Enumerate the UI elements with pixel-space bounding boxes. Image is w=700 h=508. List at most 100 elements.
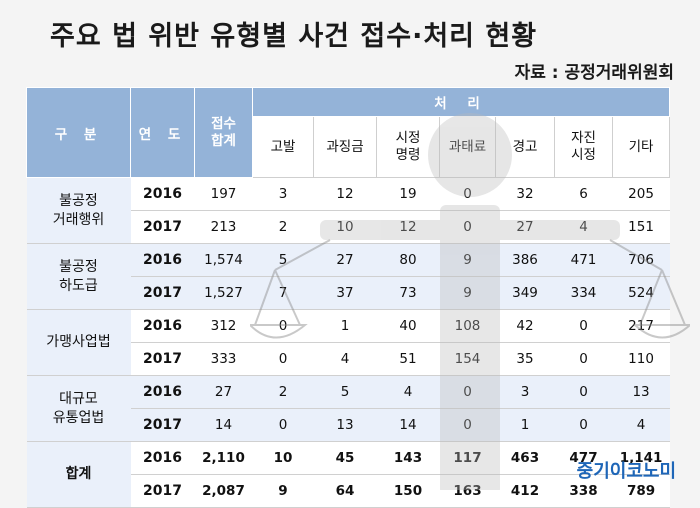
value-cell: 477 [554, 441, 613, 475]
table-row: 2017 14 0 13 14 0 1 0 4 [27, 408, 670, 442]
value-cell: 2 [252, 375, 314, 409]
table-row: 대규모 유통업법 2016 27 2 5 4 0 3 0 13 [26, 375, 670, 442]
value-cell: 27 [495, 210, 555, 244]
table-row: 2017 213 2 10 12 0 27 4 151 [27, 210, 670, 244]
value-cell: 0 [439, 408, 496, 442]
received-cell: 312 [194, 309, 253, 343]
value-cell: 9 [439, 243, 496, 277]
header-processing: 처 리 [251, 87, 671, 117]
value-cell: 0 [554, 408, 613, 442]
value-cell: 412 [495, 474, 555, 508]
category-cell: 불공정 하도급 [26, 243, 131, 310]
value-cell: 150 [376, 474, 440, 508]
page-title: 주요 법 위반 유형별 사건 접수·처리 현황 [50, 21, 538, 52]
value-cell: 12 [376, 210, 440, 244]
value-cell: 3 [495, 375, 555, 409]
value-cell: 2 [252, 210, 314, 244]
value-cell: 463 [495, 441, 555, 475]
value-cell: 40 [376, 309, 440, 343]
data-table: 구 분 연 도 접수 합계 처 리 고발 과징금 시정 명령 과태료 경고 자진 시정 기타… [26, 87, 671, 508]
value-cell: 4 [554, 210, 613, 244]
value-cell: 217 [612, 309, 670, 343]
value-cell: 13 [612, 375, 670, 409]
category-cell: 대규모 유통업법 [26, 375, 131, 442]
year-cell: 2016 [130, 441, 195, 475]
value-cell: 0 [439, 375, 496, 409]
header-category: 구 분 [26, 87, 131, 178]
value-cell: 64 [313, 474, 377, 508]
value-cell: 205 [612, 177, 670, 211]
value-cell: 45 [313, 441, 377, 475]
header-sub-5: 자진 시정 [554, 116, 613, 178]
year-cell: 2016 [130, 309, 195, 343]
value-cell: 5 [252, 243, 314, 277]
header-sub-4: 경고 [495, 116, 555, 178]
received-cell: 1,574 [194, 243, 253, 277]
value-cell: 0 [554, 375, 613, 409]
received-cell: 2,087 [194, 474, 253, 508]
value-cell: 80 [376, 243, 440, 277]
value-cell: 19 [376, 177, 440, 211]
value-cell: 110 [612, 342, 670, 376]
value-cell: 471 [554, 243, 613, 277]
year-cell: 2017 [130, 408, 195, 442]
value-cell: 37 [313, 276, 377, 310]
received-cell: 1,527 [194, 276, 253, 310]
value-cell: 51 [376, 342, 440, 376]
category-cell: 불공정 거래행위 [26, 177, 131, 244]
value-cell: 0 [554, 342, 613, 376]
source-label: 자료 : 공정거래위원회 [514, 63, 674, 83]
value-cell: 524 [612, 276, 670, 310]
table-row: 불공정 거래행위 2016 197 3 12 19 0 32 6 205 [26, 177, 670, 244]
year-cell: 2016 [130, 177, 195, 211]
header-sub-2: 시정 명령 [376, 116, 440, 178]
header-sub-0: 고발 [252, 116, 314, 178]
received-cell: 197 [194, 177, 253, 211]
header-year: 연 도 [130, 87, 195, 178]
value-cell: 4 [376, 375, 440, 409]
value-cell: 13 [313, 408, 377, 442]
value-cell: 14 [376, 408, 440, 442]
value-cell: 73 [376, 276, 440, 310]
value-cell: 35 [495, 342, 555, 376]
value-cell: 1 [313, 309, 377, 343]
table-row: 불공정 하도급 2016 1,574 5 27 80 9 386 471 706 [26, 243, 670, 310]
header-sub-6: 기타 [611, 116, 671, 178]
table-row: 2017 333 0 4 51 154 35 0 110 [27, 342, 670, 376]
header-sub-3: 과태료 [439, 116, 496, 178]
value-cell: 108 [439, 309, 496, 343]
value-cell: 163 [439, 474, 496, 508]
value-cell: 4 [313, 342, 377, 376]
value-cell: 10 [313, 210, 377, 244]
value-cell: 0 [554, 309, 613, 343]
value-cell: 706 [612, 243, 670, 277]
value-cell: 27 [313, 243, 377, 277]
value-cell: 0 [252, 309, 314, 343]
value-cell: 9 [439, 276, 496, 310]
value-cell: 0 [252, 342, 314, 376]
value-cell: 151 [612, 210, 670, 244]
value-cell: 143 [376, 441, 440, 475]
value-cell: 7 [252, 276, 314, 310]
value-cell: 0 [439, 177, 496, 211]
value-cell: 32 [495, 177, 555, 211]
category-cell: 합계 [26, 441, 131, 508]
year-cell: 2016 [130, 243, 195, 277]
table-row: 합계 2016 2,110 10 45 143 117 463 477 1,141 [26, 441, 670, 508]
received-cell: 14 [194, 408, 253, 442]
received-cell: 213 [194, 210, 253, 244]
value-cell: 0 [439, 210, 496, 244]
value-cell: 3 [252, 177, 314, 211]
year-cell: 2017 [130, 210, 195, 244]
year-cell: 2017 [130, 342, 195, 376]
value-cell: 334 [554, 276, 613, 310]
value-cell: 4 [612, 408, 670, 442]
value-cell: 0 [252, 408, 314, 442]
header-received: 접수 합계 [194, 87, 253, 178]
year-cell: 2017 [130, 276, 195, 310]
value-cell: 12 [313, 177, 377, 211]
value-cell: 117 [439, 441, 496, 475]
received-cell: 27 [194, 375, 253, 409]
publisher-logo: 중기이코노미 [576, 461, 676, 482]
category-cell: 가맹사업법 [26, 309, 131, 376]
